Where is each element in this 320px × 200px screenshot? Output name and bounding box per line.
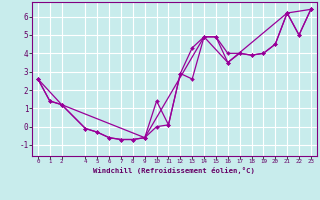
X-axis label: Windchill (Refroidissement éolien,°C): Windchill (Refroidissement éolien,°C)	[93, 167, 255, 174]
